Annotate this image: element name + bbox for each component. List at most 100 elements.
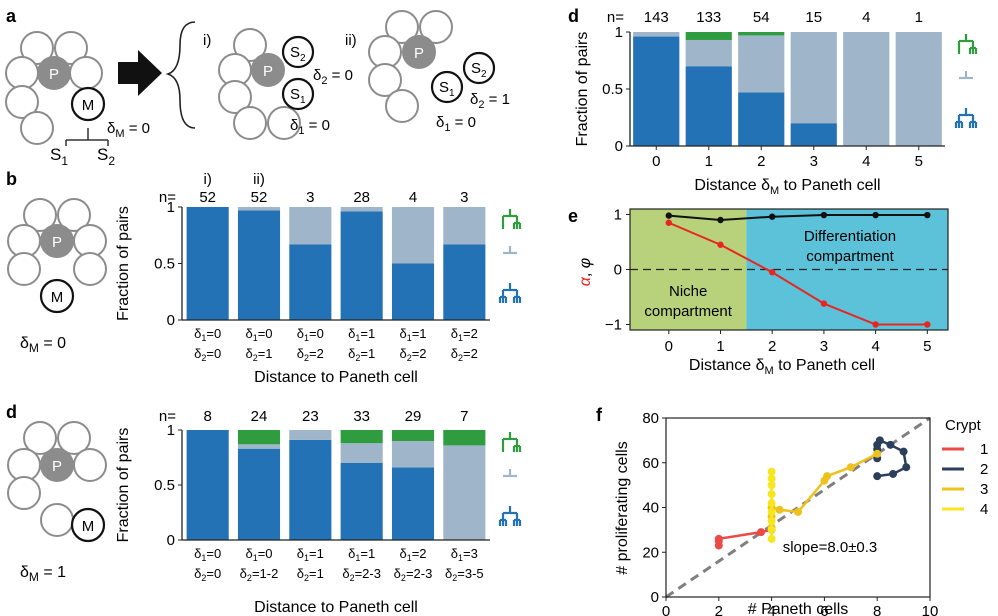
panel-b-letter: b [6,169,17,189]
y-tick-label: 0 [167,532,175,549]
bar-segment [443,445,486,540]
phi-point [820,211,828,219]
niche-label-line2: compartment [644,303,732,320]
differentiation-tree-icon [503,469,517,478]
bar-segment [790,32,837,124]
panel-d-bottom-letter: d [6,402,17,422]
x-tick-label: 4 [767,603,775,616]
bar-segment [685,39,732,67]
x-tick-label: 4 [862,153,870,170]
phi-point [665,212,672,219]
s1-cell-label-i: S1 [290,86,306,106]
category-label-line1: δ1=0 [194,326,221,343]
paneth-label-a: P [49,66,59,83]
panel-b-schematic: b P M δM = 0 [6,169,107,355]
crypt-4-point [767,534,776,543]
y-tick-label: 0 [167,312,175,329]
category-label-line1: δ1=1 [297,546,324,563]
phi-point [768,213,776,220]
y-axis-label: Fraction of pairs [115,206,132,321]
legend-label-crypt-4: 4 [980,501,988,518]
crypt-3-point [794,507,802,516]
paneth-label-i: P [263,63,273,80]
lineage-bracket-a [65,128,109,146]
category-label-line2: δ2=1 [348,346,375,363]
panel-letter: f [596,405,603,425]
bar-segment [443,244,486,320]
y-tick-label: 0.5 [602,81,623,98]
crypt-2-point [889,469,898,478]
x-axis-label: Distance to Paneth cell [254,369,418,386]
y-axis-label: # proliferating cells [614,441,631,574]
y-axis-label: α, φ [577,258,594,286]
category-label-line2: δ2=0 [194,346,221,363]
bar-segment [237,430,281,445]
chart-f: 0 2 4 6 8 10 0 20 40 60 80 slope=8.0±0.3 # Paneth ce… [596,405,988,616]
panel-letter: d [568,6,579,26]
y-tick-label: 60 [642,455,659,472]
panel-letter: e [568,206,578,226]
y-tick-label: 1 [167,199,175,216]
category-label-line2: δ2=0 [194,566,221,583]
delta-m-label-a: δM = 0 [107,120,150,140]
y-tick-label: 0 [615,138,623,155]
y-tick-label: −1 [605,317,622,334]
x-tick-label: 10 [922,603,939,616]
asymmetric-green-tree-icon [501,209,522,229]
x-tick-label: 4 [871,338,879,355]
bar-segment [340,463,383,540]
s2-cell-ii [462,51,496,85]
alpha-series-line [668,221,928,326]
chart-d-bottom: 8 δ1=0 δ2=0 24 δ1=0 δ2=1-2 23 δ1=1 δ2=1 33 δ1=1 δ2=… [115,408,522,616]
bar-segment [843,32,890,146]
bar-segment [391,207,435,264]
x-axis-label: # Paneth cells [748,601,849,616]
symmetric-blue-tree-icon [498,283,522,303]
delta2-label-ii: δ2 = 1 [470,91,510,111]
n-count-label: 143 [644,9,669,26]
y-tick-label: 80 [642,410,659,427]
delta2-label-i: δ2 = 0 [313,67,353,87]
bar-segment [340,207,383,212]
bar-segment [289,244,332,320]
s2-cell-label-ii: S2 [471,60,487,80]
n-count-label: 23 [302,408,319,425]
alpha-point [872,321,879,328]
legend-title: Crypt [945,417,982,434]
y-tick-label: 0.5 [154,477,175,494]
differentiation-label-line2: compartment [806,248,894,265]
crypt-2-point [902,463,911,472]
crypt-3-point [823,472,832,481]
bar-segment [237,207,281,211]
category-label-line2: δ2=3-5 [445,566,484,583]
panel-a-letter: a [6,6,17,26]
s2-label-a: S2 [97,145,115,168]
x-tick-label: 3 [810,153,818,170]
n-prefix-label: n= [159,408,176,425]
bar-segment [633,32,680,37]
x-tick-label: 2 [757,153,765,170]
fit-line [665,416,931,599]
bar-segment [186,207,229,320]
category-label-line1: δ1=0 [297,326,324,343]
category-label-line1: δ1=2 [451,326,478,343]
category-label-line2: δ2=2-3 [394,566,433,583]
category-label-line1: δ1=1 [348,546,375,563]
bar-segment [391,441,435,468]
crypt-4-point [767,507,776,516]
x-tick-label: 5 [915,153,923,170]
panel-a-schematic: a P M S1 S2 δM = 0 i) ii) [5,6,510,168]
n-count-label: 52 [199,189,216,206]
mother-cell-b [39,278,75,314]
x-axis-label: Distance δM to Paneth cell [694,177,880,197]
crypt-3-point [873,449,882,458]
bar-segment [738,92,785,146]
bar-segment [895,32,942,146]
n-count-label: 4 [862,9,870,26]
x-tick-label: 1 [705,153,713,170]
bar-segment [289,207,332,245]
panel-d-bottom-schematic: d P M δM = 1 [6,402,107,584]
symmetric-blue-tree-icon [498,506,522,526]
